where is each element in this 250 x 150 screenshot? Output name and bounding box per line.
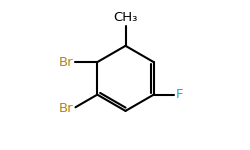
Text: F: F <box>176 88 183 101</box>
Text: Br: Br <box>58 56 73 69</box>
Text: CH₃: CH₃ <box>113 11 138 24</box>
Text: Br: Br <box>59 102 74 115</box>
